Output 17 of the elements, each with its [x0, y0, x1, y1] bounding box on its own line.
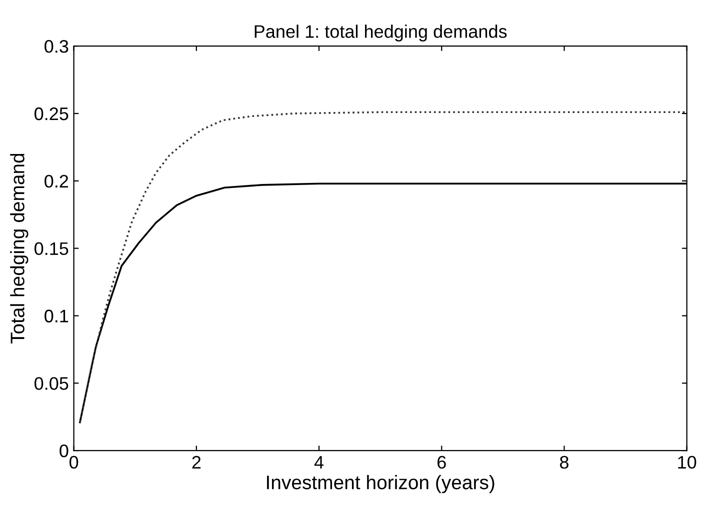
y-tick-label: 0.1	[44, 310, 68, 322]
x-tick-label: 0	[70, 456, 78, 469]
line-series	[79, 111, 687, 424]
y-tick-label: 0.25	[34, 107, 68, 120]
x-tick-label: 4	[314, 456, 324, 469]
x-tick-label: 8	[560, 456, 568, 469]
y-tick-label: 0.2	[44, 174, 68, 188]
x-tick-label: 2	[192, 456, 201, 469]
y-tick-label: 0	[60, 444, 68, 458]
y-tick-label: 0.05	[34, 377, 68, 390]
x-tick-label: 10	[678, 456, 696, 469]
x-tick-label: 6	[438, 456, 446, 469]
x-axis-title: Investment horizon (years)	[267, 475, 494, 494]
y-tick-label: 0.3	[44, 40, 68, 53]
chart-title: Panel 1: total hedging demands	[254, 24, 507, 42]
y-axis-title: Total hedging demand	[10, 154, 28, 344]
y-tick-label: 0.15	[34, 242, 68, 256]
